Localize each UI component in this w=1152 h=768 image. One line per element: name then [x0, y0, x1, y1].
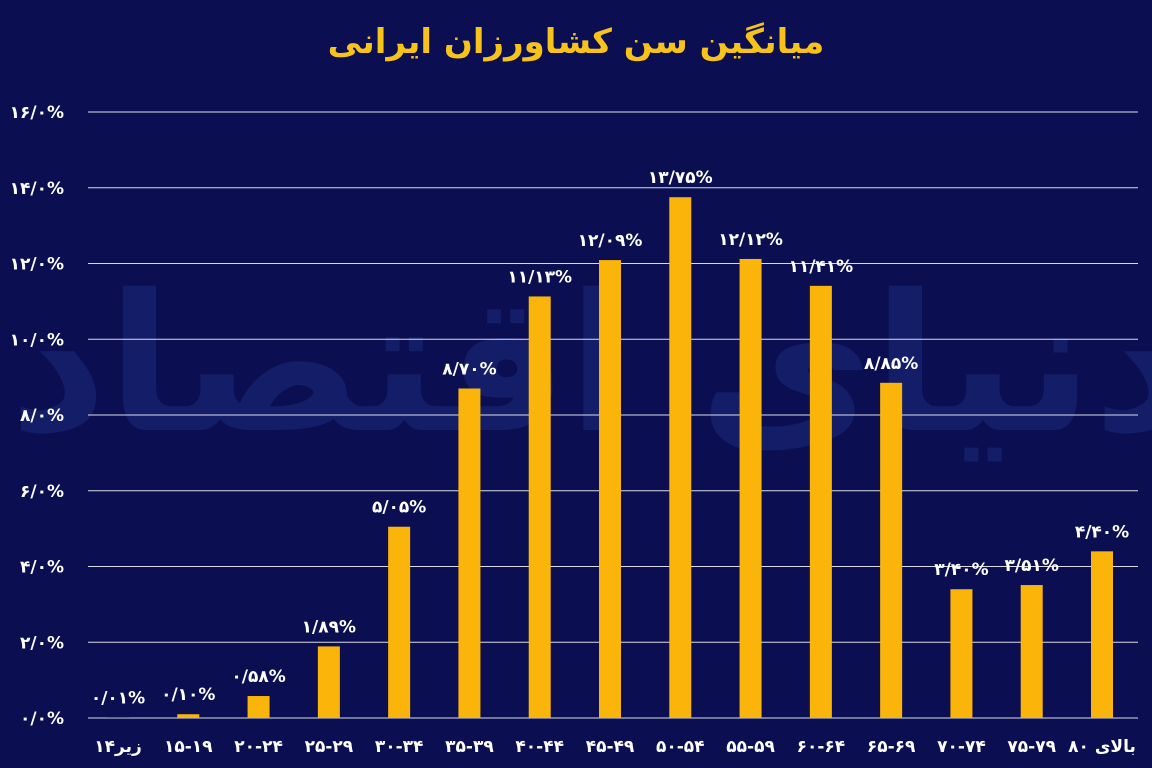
x-category-label: ۲۰-۲۴ — [234, 737, 283, 757]
data-label: ۱۳/۷۵% — [648, 168, 713, 188]
data-label: ۱۲/۰۹% — [578, 231, 643, 251]
y-tick-label: ۰/۰% — [20, 709, 64, 729]
data-label: ۸/۷۰% — [442, 359, 496, 379]
data-label: ۳/۵۱% — [1005, 556, 1059, 576]
data-label: ۳/۴۰% — [934, 560, 988, 580]
bar — [388, 526, 411, 718]
data-label: ۱۲/۱۲% — [718, 230, 783, 250]
bar — [950, 589, 973, 718]
bar — [1020, 585, 1043, 718]
chart-title: میانگین سن کشاورزان ایرانی — [327, 22, 825, 62]
y-tick-label: ۶/۰% — [20, 482, 64, 502]
data-label: ۱/۸۹% — [302, 617, 356, 637]
x-category-label: ۱۵-۱۹ — [164, 737, 213, 757]
data-label: ۸/۸۵% — [864, 354, 918, 374]
y-tick-label: ۴/۰% — [20, 558, 64, 578]
y-tick-label: ۱۲/۰% — [10, 255, 64, 275]
y-tick-label: ۱۴/۰% — [10, 179, 64, 199]
data-label: ۵/۰۵% — [372, 498, 426, 518]
y-tick-label: ۱۶/۰% — [10, 103, 64, 123]
x-category-label: ۳۰-۳۴ — [375, 737, 424, 757]
bar — [458, 388, 481, 718]
x-category-label: ۷۵-۷۹ — [1007, 737, 1056, 757]
x-category-label: ۴۰-۴۴ — [515, 737, 564, 757]
watermark-text: دنیای اقتصاد — [9, 254, 1152, 475]
x-category-label: ۴۵-۴۹ — [586, 737, 635, 757]
bar — [247, 696, 270, 718]
x-category-label: زیر۱۴ — [94, 737, 142, 757]
bar — [1091, 551, 1113, 718]
bar — [739, 258, 762, 718]
x-axis-category-labels: زیر۱۴ ۱۵-۱۹ ۲۰-۲۴ ۲۵-۲۹ ۳۰-۳۴ ۳۵-۳۹ ۴۰-۴۴ ۴۵-۴۹… — [94, 737, 1136, 757]
data-label: ۱۱/۱۳% — [507, 267, 572, 287]
x-category-label: ۶۵-۶۹ — [867, 737, 916, 757]
bar — [599, 260, 621, 718]
bar — [317, 646, 340, 718]
x-category-label: ۷۰-۷۴ — [937, 737, 986, 757]
y-tick-label: ۱۰/۰% — [10, 330, 64, 350]
y-axis-tick-labels: ۰/۰% ۲/۰% ۴/۰% ۶/۰% ۸/۰% ۱۰/۰% ۱۲/۰% ۱۴/۰% ۱۶/۰% — [10, 103, 64, 729]
y-tick-label: ۸/۰% — [20, 406, 64, 426]
data-labels: ۰/۰۱% ۰/۱۰% ۰/۵۸% ۱/۸۹% ۵/۰۵% ۸/۷۰% ۱۱/۱۳% ۱۲/۰… — [91, 168, 1129, 708]
x-category-label: ۶۰-۶۴ — [797, 737, 846, 757]
x-category-label: ۳۵-۳۹ — [445, 737, 494, 757]
data-label: ۰/۱۰% — [161, 685, 215, 705]
x-category-label: ۵۰-۵۴ — [656, 737, 705, 757]
bar — [809, 285, 832, 718]
x-category-label: ۵۵-۵۹ — [726, 737, 775, 757]
data-label: ۰/۵۸% — [231, 667, 285, 687]
bar — [880, 382, 903, 718]
y-tick-label: ۲/۰% — [20, 633, 64, 653]
x-category-label: بالای ۸۰ — [1068, 737, 1136, 757]
data-label: ۱۱/۴۱% — [788, 257, 853, 277]
bar — [177, 714, 200, 718]
data-label: ۴/۴۰% — [1075, 522, 1129, 542]
bars — [107, 197, 1113, 718]
x-category-label: ۲۵-۲۹ — [305, 737, 354, 757]
data-label: ۰/۰۱% — [91, 689, 145, 709]
bar — [528, 296, 551, 718]
bar — [669, 197, 692, 718]
